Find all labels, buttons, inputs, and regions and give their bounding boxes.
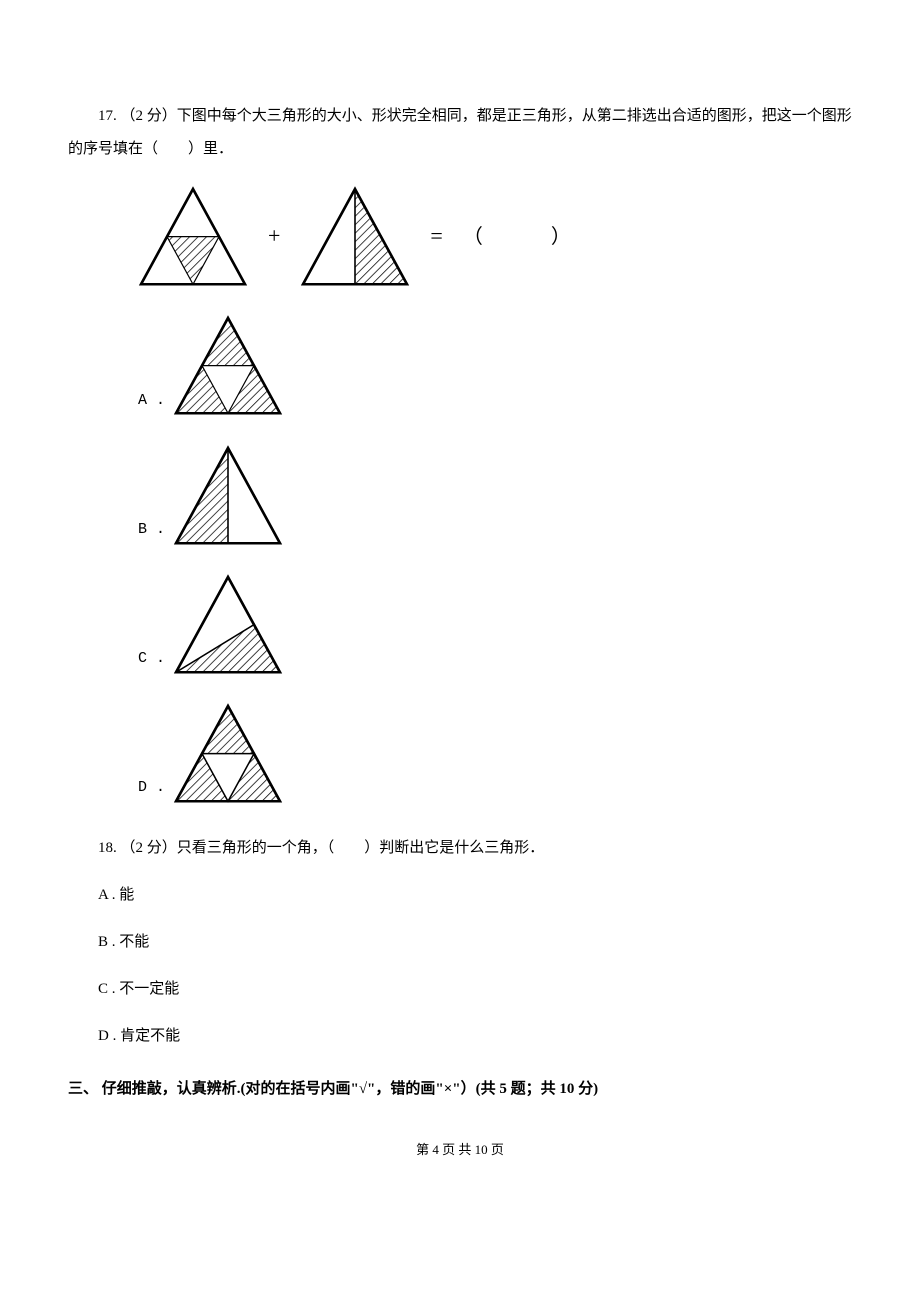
q17-option-a: A .	[138, 315, 852, 416]
equals-sign: =	[430, 212, 442, 260]
opt-c-label: C .	[138, 642, 165, 675]
q17-option-b: B .	[138, 445, 852, 546]
opt-d-label: D .	[138, 771, 165, 804]
triangle-opt-d	[173, 703, 283, 804]
q18-option-b: B . 不能	[68, 926, 852, 959]
triangle-opt-c	[173, 574, 283, 675]
q17-options: A . B . C . D .	[138, 315, 852, 804]
q18-text: 18. （2 分）只看三角形的一个角，（ ）判断出它是什么三角形．	[68, 832, 852, 865]
page-footer: 第 4 页 共 10 页	[68, 1136, 852, 1165]
q18-option-c: C . 不一定能	[68, 973, 852, 1006]
q17-text: 17. （2 分）下图中每个大三角形的大小、形状完全相同，都是正三角形，从第二排…	[68, 100, 852, 166]
opt-b-label: B .	[138, 513, 165, 546]
section3-title: 三、 仔细推敲，认真辨析.(对的在括号内画"√"，错的画"×"）(共 5 题；共…	[68, 1073, 852, 1106]
lparen: （	[463, 215, 483, 259]
q18-option-a: A . 能	[68, 879, 852, 912]
rparen: ）	[551, 215, 571, 259]
q17-equation: + = （ ）	[138, 186, 852, 287]
q18-option-d: D . 肯定不能	[68, 1020, 852, 1053]
triangle-shaded-center-bottom	[138, 186, 248, 287]
q17-option-d: D .	[138, 703, 852, 804]
q17-option-c: C .	[138, 574, 852, 675]
triangle-opt-b	[173, 445, 283, 546]
triangle-opt-a	[173, 315, 283, 416]
triangle-shaded-right-half	[300, 186, 410, 287]
plus-sign: +	[268, 212, 280, 260]
opt-a-label: A .	[138, 384, 165, 417]
